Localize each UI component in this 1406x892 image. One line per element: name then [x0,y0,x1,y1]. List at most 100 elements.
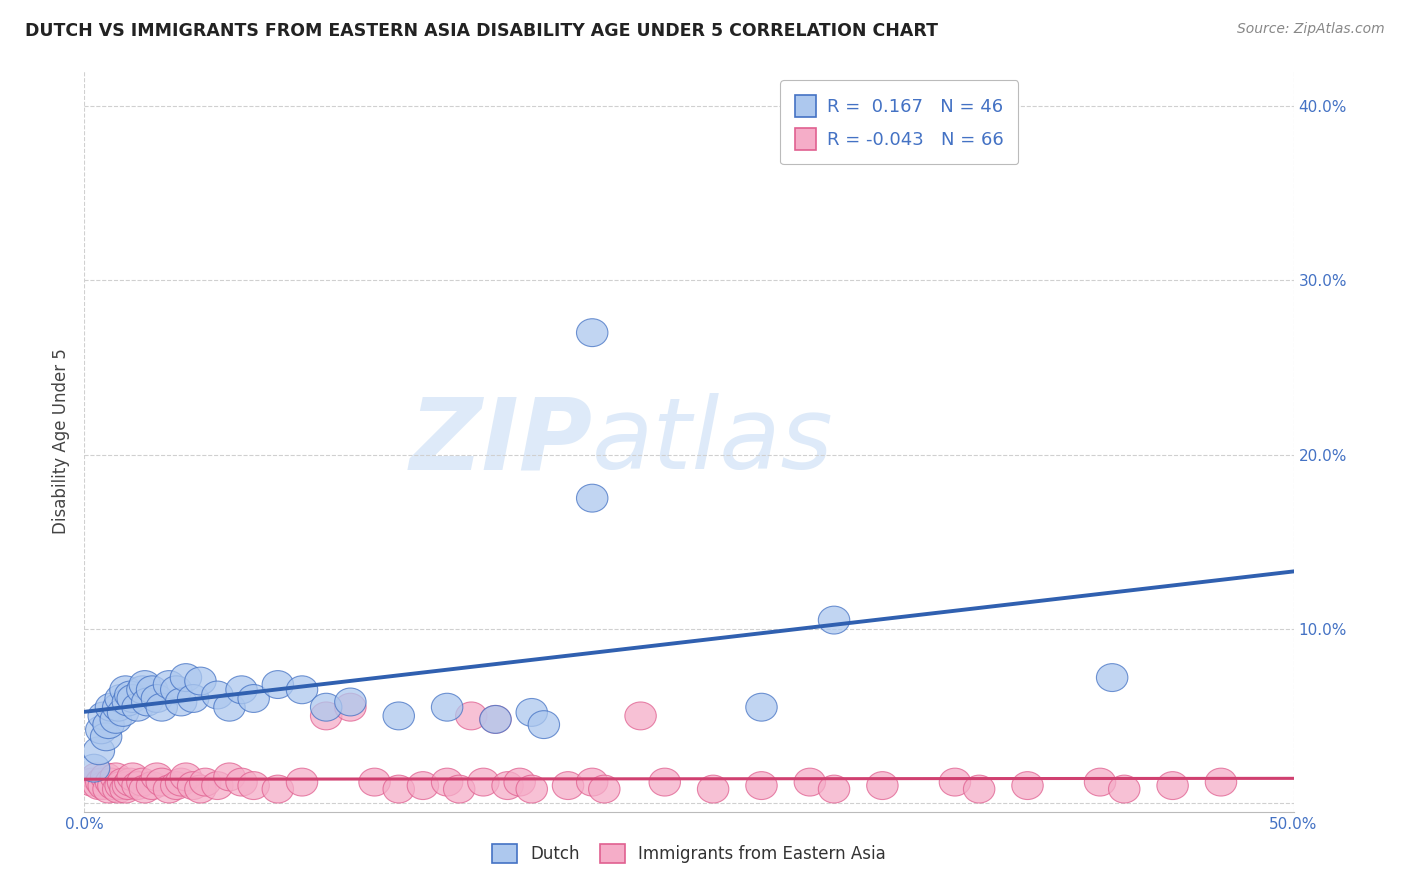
Ellipse shape [122,693,153,721]
Ellipse shape [1108,775,1140,803]
Ellipse shape [93,711,124,739]
Ellipse shape [76,768,107,796]
Ellipse shape [117,763,149,791]
Ellipse shape [190,768,221,796]
Ellipse shape [90,723,122,751]
Ellipse shape [456,702,486,730]
Ellipse shape [115,681,146,709]
Ellipse shape [153,775,184,803]
Ellipse shape [100,706,132,733]
Ellipse shape [697,775,728,803]
Ellipse shape [90,763,122,791]
Ellipse shape [516,698,547,726]
Ellipse shape [516,775,547,803]
Ellipse shape [226,676,257,704]
Ellipse shape [132,688,163,716]
Ellipse shape [311,693,342,721]
Ellipse shape [110,775,141,803]
Legend: Dutch, Immigrants from Eastern Asia: Dutch, Immigrants from Eastern Asia [485,838,893,870]
Ellipse shape [115,768,146,796]
Ellipse shape [89,772,120,799]
Ellipse shape [359,768,391,796]
Ellipse shape [136,772,167,799]
Ellipse shape [503,768,536,796]
Ellipse shape [103,775,134,803]
Ellipse shape [96,693,127,721]
Ellipse shape [160,676,193,704]
Ellipse shape [105,684,136,713]
Ellipse shape [122,772,153,799]
Ellipse shape [177,684,209,713]
Ellipse shape [170,664,201,691]
Ellipse shape [650,768,681,796]
Ellipse shape [79,755,110,782]
Ellipse shape [97,772,129,799]
Ellipse shape [287,768,318,796]
Ellipse shape [1012,772,1043,799]
Ellipse shape [112,688,143,716]
Ellipse shape [287,676,318,704]
Ellipse shape [479,706,512,733]
Ellipse shape [170,763,201,791]
Ellipse shape [382,702,415,730]
Ellipse shape [86,716,117,744]
Ellipse shape [624,702,657,730]
Ellipse shape [201,772,233,799]
Ellipse shape [80,763,112,791]
Ellipse shape [83,772,115,799]
Ellipse shape [89,702,120,730]
Ellipse shape [103,693,134,721]
Ellipse shape [553,772,583,799]
Ellipse shape [492,772,523,799]
Ellipse shape [408,772,439,799]
Ellipse shape [335,693,366,721]
Ellipse shape [166,688,197,716]
Ellipse shape [184,667,217,695]
Ellipse shape [153,671,184,698]
Ellipse shape [1084,768,1116,796]
Ellipse shape [107,698,139,726]
Ellipse shape [238,684,270,713]
Ellipse shape [576,768,607,796]
Ellipse shape [794,768,825,796]
Ellipse shape [382,775,415,803]
Ellipse shape [432,693,463,721]
Ellipse shape [745,772,778,799]
Text: DUTCH VS IMMIGRANTS FROM EASTERN ASIA DISABILITY AGE UNDER 5 CORRELATION CHART: DUTCH VS IMMIGRANTS FROM EASTERN ASIA DI… [25,22,938,40]
Ellipse shape [129,775,160,803]
Ellipse shape [146,693,177,721]
Ellipse shape [214,763,245,791]
Ellipse shape [105,772,136,799]
Ellipse shape [96,768,127,796]
Ellipse shape [589,775,620,803]
Ellipse shape [177,772,209,799]
Ellipse shape [1157,772,1188,799]
Y-axis label: Disability Age Under 5: Disability Age Under 5 [52,349,70,534]
Ellipse shape [127,676,157,704]
Ellipse shape [117,684,149,713]
Ellipse shape [818,775,849,803]
Text: atlas: atlas [592,393,834,490]
Ellipse shape [166,768,197,796]
Ellipse shape [146,768,177,796]
Ellipse shape [214,693,245,721]
Ellipse shape [468,768,499,796]
Ellipse shape [110,676,141,704]
Ellipse shape [818,607,849,634]
Ellipse shape [107,768,139,796]
Ellipse shape [112,772,143,799]
Ellipse shape [127,768,157,796]
Ellipse shape [576,318,607,347]
Ellipse shape [432,768,463,796]
Ellipse shape [576,484,607,512]
Ellipse shape [83,737,115,764]
Text: ZIP: ZIP [409,393,592,490]
Ellipse shape [238,772,270,799]
Ellipse shape [141,684,173,713]
Ellipse shape [1205,768,1237,796]
Text: Source: ZipAtlas.com: Source: ZipAtlas.com [1237,22,1385,37]
Ellipse shape [311,702,342,730]
Ellipse shape [939,768,970,796]
Ellipse shape [93,775,124,803]
Ellipse shape [262,775,294,803]
